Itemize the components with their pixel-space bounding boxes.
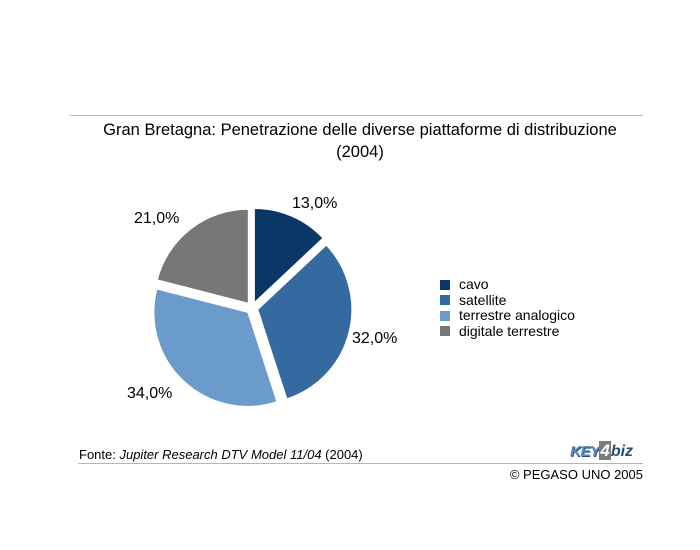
chart-title: Gran Bretagna: Penetrazione delle divers…: [70, 119, 650, 163]
legend-item-digitale-terrestre: digitale terrestre: [440, 322, 575, 340]
logo-part-biz: biz: [610, 443, 634, 460]
top-rule: [70, 115, 643, 116]
slice-label-digitale-terrestre: 21,0%: [134, 210, 179, 227]
legend-swatch: [440, 310, 450, 321]
logo-part-4: 4: [599, 441, 611, 460]
legend-label: digitale terrestre: [459, 322, 560, 339]
slice-label-satellite: 32,0%: [352, 330, 397, 347]
slice-label-terrestre-analogico: 34,0%: [127, 385, 172, 402]
chart-title-line-2: (2004): [336, 143, 384, 161]
chart-title-line-1: Gran Bretagna: Penetrazione delle divers…: [103, 121, 617, 139]
source-note: Fonte: Jupiter Research DTV Model 11/04 …: [79, 447, 363, 462]
source-suffix: (2004): [321, 447, 363, 462]
bottom-rule: [78, 463, 643, 464]
key4biz-logo: KEY4biz: [570, 441, 633, 461]
source-name: Jupiter Research DTV Model 11/04: [119, 447, 322, 462]
legend: cavo satellite terrestre analogico digitale…: [440, 276, 575, 340]
pie-slice-digitale-terrestre: [156, 208, 249, 304]
pie-slice-cavo: [253, 207, 324, 304]
legend-label: cavo: [459, 276, 489, 292]
source-prefix: Fonte:: [79, 447, 120, 462]
legend-label: satellite: [459, 291, 507, 308]
legend-label: terrestre analogico: [459, 307, 575, 323]
pie-slice-satellite: [257, 244, 353, 400]
legend-swatch: [440, 295, 450, 306]
logo-part-key: KEY: [570, 443, 600, 460]
legend-item-terrestre-analogico: terrestre analogico: [440, 307, 575, 324]
slice-label-cavo: 13,0%: [292, 195, 337, 212]
legend-item-satellite: satellite: [440, 291, 575, 309]
pie-slice-terrestre-analogico: [153, 288, 278, 407]
legend-item-cavo: cavo: [440, 276, 575, 293]
legend-swatch: [440, 326, 450, 337]
copyright-note: © PEGASO UNO 2005: [509, 467, 643, 482]
legend-swatch: [440, 279, 450, 290]
